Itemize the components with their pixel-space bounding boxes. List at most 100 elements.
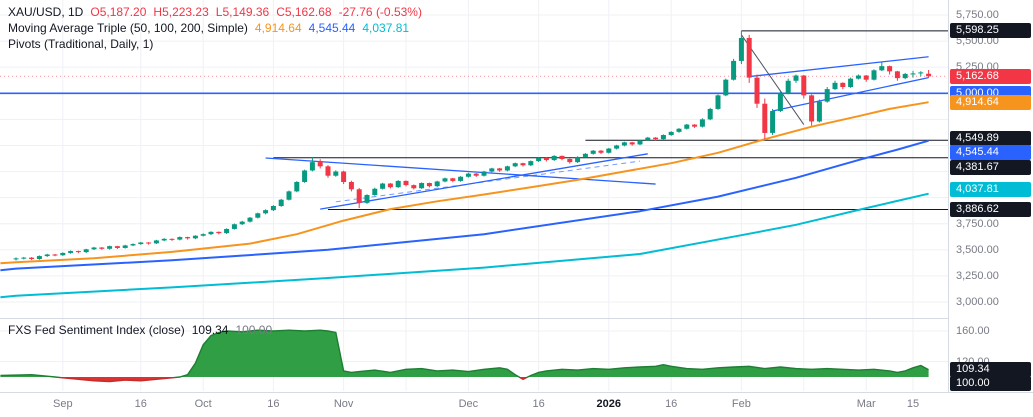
candle-body: [590, 150, 596, 154]
candle-body: [621, 142, 627, 146]
ma100-line[interactable]: [0, 139, 929, 272]
pane-separator[interactable]: [0, 318, 1033, 319]
time-axis-label: 2026: [596, 398, 622, 410]
price-chart-canvas[interactable]: [0, 0, 948, 392]
candle-body: [676, 128, 682, 132]
candle-body: [317, 162, 323, 167]
ma100-value: 4,545.44: [308, 21, 356, 35]
candle-body: [13, 258, 19, 260]
candle-body: [855, 75, 861, 79]
time-axis-label: Dec: [458, 398, 479, 410]
candle-body: [302, 170, 308, 182]
candle-body: [520, 163, 526, 166]
candle-body: [840, 82, 846, 88]
sentiment-area-positive: [0, 330, 929, 377]
candle-body: [918, 72, 924, 74]
candle-body: [161, 238, 167, 241]
candle-body: [99, 247, 105, 249]
ohlc-close: C5,162.68: [276, 5, 332, 19]
candle-body: [894, 71, 900, 79]
price-axis-label: 3,250.00: [956, 269, 999, 282]
candle-body: [91, 247, 97, 250]
candle-body: [255, 213, 261, 218]
ohlc-open: O5,187.20: [90, 5, 147, 19]
candle-body: [216, 231, 222, 234]
sentiment-value: 109.34: [191, 323, 229, 337]
candle-body: [692, 124, 698, 127]
trendline[interactable]: [335, 160, 641, 203]
candle-body: [567, 159, 573, 163]
trendline[interactable]: [740, 34, 805, 125]
candle-body: [403, 180, 409, 186]
candle-body: [29, 257, 35, 260]
price-axis-label: 5,500.00: [956, 35, 999, 48]
pivots-indicator-title[interactable]: Pivots (Traditional, Daily, 1): [8, 37, 154, 51]
candle-body: [411, 185, 417, 189]
candle-body: [270, 205, 276, 211]
price-axis-badge: 4,381.67: [950, 160, 1031, 176]
candle-body: [68, 251, 74, 253]
trendline[interactable]: [749, 56, 929, 78]
candle-body: [309, 162, 315, 171]
candle-body: [762, 103, 768, 133]
ohlc-high: H5,223.23: [153, 5, 209, 19]
sentiment-line: [0, 329, 929, 377]
candle-body: [75, 251, 81, 253]
trendline[interactable]: [320, 153, 648, 210]
time-axis[interactable]: Sep 16 Oct 16 Nov Dec 16 2026 16 Feb Mar 15: [0, 392, 1033, 417]
candle-body: [699, 119, 705, 127]
trendline[interactable]: [265, 157, 656, 185]
symbol-title[interactable]: XAU/USD, 1D: [8, 5, 84, 19]
price-axis-badge: 4,914.64: [950, 94, 1031, 110]
ohlc-change: -27.76 (-0.53%): [338, 5, 422, 19]
candle-body: [832, 82, 838, 90]
candle-body: [902, 73, 908, 79]
candle-body: [348, 181, 354, 190]
candle-body: [286, 191, 292, 200]
pivots-legend-row: Pivots (Traditional, Daily, 1): [8, 36, 429, 52]
candle-body: [614, 145, 620, 149]
candle-body: [434, 181, 440, 187]
candle-body: [489, 168, 495, 172]
ma200-line[interactable]: [0, 192, 929, 299]
ma-legend-row: Moving Average Triple (50, 100, 200, Sim…: [8, 20, 429, 36]
candle-body: [809, 95, 815, 122]
candle-body: [887, 66, 893, 72]
candle-body: [192, 235, 198, 239]
price-axis-label: 3,000.00: [956, 296, 999, 308]
candle-body: [504, 166, 510, 171]
candle-body: [863, 75, 869, 80]
candle-body: [380, 183, 386, 189]
candle-body: [169, 238, 175, 240]
candle-body: [543, 157, 549, 161]
candle-body: [185, 237, 191, 239]
price-axis-label: 3,750.00: [956, 217, 999, 230]
candle-body: [816, 101, 822, 122]
candle-body: [364, 195, 370, 203]
ma-indicator-title[interactable]: Moving Average Triple (50, 100, 200, Sim…: [8, 21, 248, 35]
price-axis[interactable]: 5,750.00 5,500.00 5,250.00 3,750.00 3,500.00…: [948, 0, 1033, 392]
time-axis-label: 15: [906, 398, 920, 410]
sentiment-base-value: 100.00: [235, 323, 273, 337]
candle-body: [146, 242, 152, 244]
candle-body: [536, 157, 542, 162]
time-axis-label: Mar: [856, 398, 876, 410]
price-axis-badge: 5,598.25: [950, 23, 1031, 39]
trendline[interactable]: [772, 76, 929, 112]
candle-body: [801, 75, 807, 96]
candle-body: [278, 199, 284, 206]
time-axis-label: 16: [134, 398, 147, 410]
time-axis-label: Sep: [53, 398, 73, 410]
candle-body: [333, 171, 339, 176]
ma50-line[interactable]: [0, 101, 929, 265]
candle-body: [926, 73, 932, 77]
candle-body: [497, 168, 503, 171]
price-axis-badge: 4,037.81: [950, 182, 1031, 198]
candle-body: [777, 93, 783, 112]
sentiment-indicator-title[interactable]: FXS Fed Sentiment Index (close): [8, 323, 185, 337]
candle-body: [785, 80, 791, 94]
candle-body: [637, 140, 643, 145]
candle-body: [723, 79, 729, 96]
time-axis-label: Oct: [194, 398, 212, 410]
candle-body: [341, 171, 347, 182]
